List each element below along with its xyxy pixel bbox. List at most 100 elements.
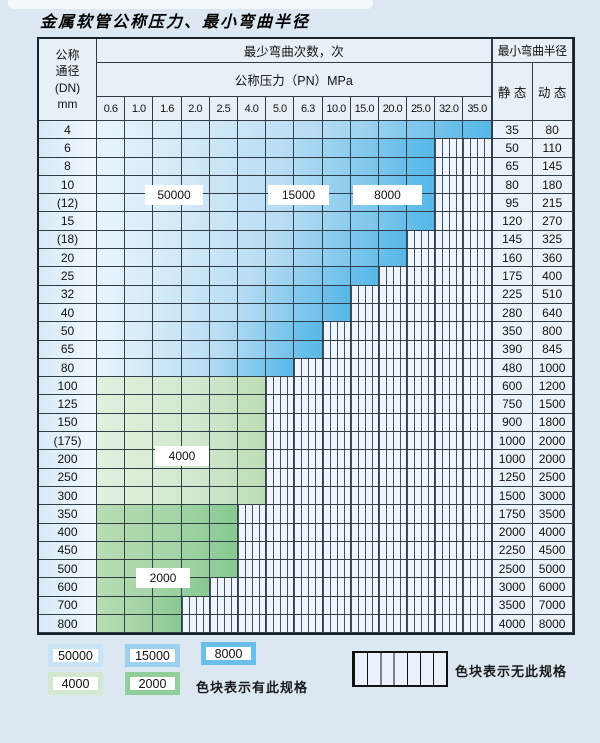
matrix-cell	[435, 157, 464, 175]
matrix-cell	[238, 340, 267, 358]
dn-label: 40	[39, 303, 97, 323]
matrix-cell	[407, 267, 436, 285]
matrix-cell	[463, 596, 492, 615]
matrix-cell	[294, 560, 323, 578]
matrix-cell	[97, 413, 126, 432]
dynamic-radius-value: 1000	[532, 358, 573, 378]
matrix-row	[97, 303, 492, 323]
colored-span	[97, 230, 408, 249]
page-title: 金属软管公称压力、最小弯曲半径	[40, 12, 311, 31]
matrix-cell	[378, 486, 408, 505]
matrix-cell	[463, 121, 492, 139]
matrix-cell	[294, 450, 323, 468]
dn-label: 200	[39, 450, 97, 469]
matrix-cell	[435, 395, 464, 413]
zone-label-2000: 2000	[136, 568, 190, 588]
matrix-cell	[322, 432, 351, 450]
matrix-cell	[97, 395, 126, 413]
dn-label: 500	[39, 560, 97, 579]
matrix-cell	[210, 468, 238, 486]
matrix-cell	[153, 322, 182, 340]
matrix-cell	[153, 596, 182, 615]
matrix-cell	[378, 322, 408, 340]
matrix-cell	[435, 230, 464, 249]
matrix-row	[97, 523, 492, 542]
pressure-value-header: 0.6	[97, 97, 126, 121]
dn-label: (18)	[39, 230, 97, 250]
matrix-cell	[294, 121, 323, 139]
matrix-cell	[238, 450, 267, 468]
matrix-cell	[378, 413, 408, 432]
matrix-cell	[125, 230, 154, 249]
matrix-cell	[294, 395, 323, 413]
matrix-cell	[463, 395, 492, 413]
matrix-cell	[266, 395, 295, 413]
matrix-cell	[322, 340, 351, 358]
dynamic-column-header: 动 态	[532, 63, 573, 121]
matrix-cell	[322, 450, 351, 468]
dynamic-radius-value: 845	[532, 340, 573, 359]
dynamic-radius-value: 6000	[532, 578, 573, 597]
matrix-cell	[463, 413, 492, 432]
matrix-cell	[294, 541, 323, 560]
matrix-cell	[378, 340, 408, 358]
matrix-cell	[463, 139, 492, 157]
matrix-cell	[237, 523, 267, 541]
matrix-cell	[350, 413, 379, 432]
matrix-cell	[210, 249, 238, 267]
dn-header-line: 通径	[55, 64, 80, 79]
matrix-row	[97, 578, 492, 597]
matrix-cell	[463, 486, 492, 505]
matrix-cells	[97, 285, 492, 303]
matrix-cell	[210, 121, 238, 139]
colored-span	[97, 523, 238, 541]
matrix-cell	[125, 486, 154, 505]
matrix-cell	[182, 157, 210, 175]
matrix-cell	[435, 249, 464, 267]
matrix-cell	[210, 340, 238, 358]
matrix-cell	[378, 596, 408, 615]
matrix-cell	[238, 322, 267, 340]
dynamic-radius-value: 4000	[532, 523, 573, 542]
matrix-cell	[294, 432, 323, 450]
dynamic-radius-value: 2000	[532, 432, 573, 451]
matrix-cell	[322, 377, 351, 395]
matrix-cell	[238, 486, 267, 505]
static-radius-value: 1750	[490, 505, 533, 524]
matrix-cell	[407, 303, 436, 322]
matrix-cell	[237, 578, 267, 596]
matrix-cell	[294, 267, 323, 285]
matrix-cell	[266, 505, 295, 523]
dynamic-radius-value: 145	[532, 157, 573, 176]
matrix-cell	[351, 212, 379, 230]
matrix-cell	[210, 194, 238, 212]
matrix-cell	[407, 230, 436, 249]
legend-swatch-8000: 8000	[201, 642, 256, 665]
matrix-cell	[294, 285, 323, 303]
matrix-cell	[463, 157, 492, 175]
colored-span	[97, 249, 408, 267]
matrix-cell	[323, 212, 351, 230]
matrix-cell	[379, 139, 408, 157]
static-radius-value: 4000	[490, 615, 533, 634]
matrix-row	[97, 413, 492, 433]
legend-hatch-swatch	[352, 651, 448, 687]
matrix-cell	[294, 578, 323, 596]
matrix-cell	[463, 505, 492, 523]
matrix-cells	[97, 303, 492, 322]
matrix-cell	[407, 505, 436, 523]
static-radius-value: 95	[490, 194, 533, 213]
matrix-cell	[153, 413, 182, 432]
matrix-cell	[350, 578, 379, 596]
matrix-cell	[182, 230, 210, 249]
matrix-row	[97, 249, 492, 268]
matrix-cell	[435, 486, 464, 505]
static-radius-value: 80	[490, 175, 533, 195]
matrix-cell	[463, 560, 492, 578]
matrix-cells	[97, 505, 492, 523]
matrix-cell	[97, 194, 126, 212]
matrix-cell	[407, 121, 436, 139]
matrix-cell	[294, 486, 323, 505]
matrix-cells	[97, 578, 492, 596]
matrix-cell	[266, 139, 295, 157]
